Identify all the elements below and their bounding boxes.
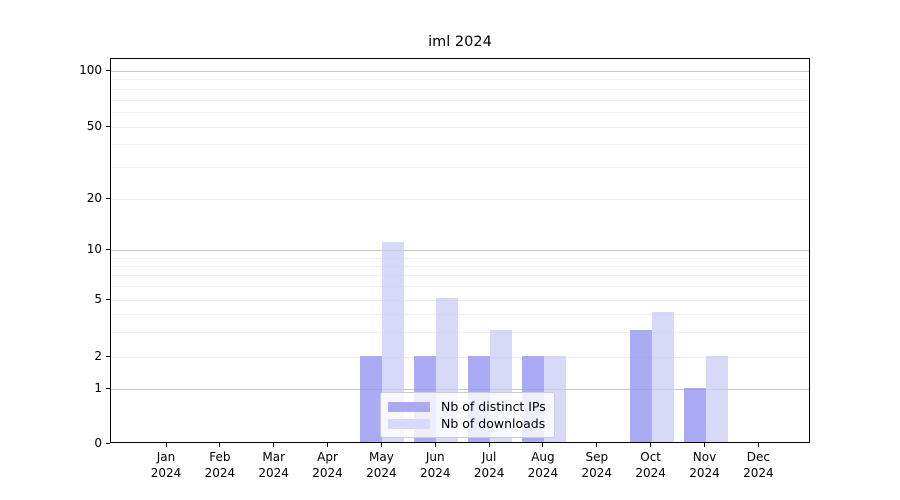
x-tick-label-jan: Jan 2024: [134, 450, 198, 481]
x-tick-mark-jun: [434, 443, 436, 447]
x-tick-label-nov: Nov 2024: [673, 450, 737, 481]
gridline-y-50: [111, 126, 809, 128]
chart-title: iml 2024: [428, 34, 492, 50]
x-tick-label-month: Sep: [585, 450, 609, 464]
x-tick-label-may: May 2024: [349, 450, 413, 481]
x-tick-label-year: 2024: [581, 465, 613, 480]
x-tick-label-year: 2024: [366, 465, 397, 480]
y-tick-label-5: 5: [94, 291, 102, 306]
gridline-y-80: [111, 88, 809, 90]
x-tick-mark-may: [380, 443, 382, 447]
x-tick-label-year: 2024: [689, 465, 720, 480]
gridline-y-90: [111, 79, 809, 81]
x-tick-label-year: 2024: [473, 465, 505, 480]
legend-label-nb-of-downloads: Nb of downloads: [441, 415, 546, 431]
x-tick-mark-mar: [273, 443, 275, 447]
legend: Nb of distinct IPs Nb of downloads: [380, 392, 555, 438]
gridline-y-4: [111, 313, 809, 315]
x-tick-label-month: Oct: [640, 450, 662, 464]
legend-swatch-nb-of-distinct-ips: [388, 401, 430, 412]
gridline-y-8: [111, 265, 809, 267]
gridline-y-70: [111, 99, 809, 101]
y-tick-mark-100: [106, 70, 110, 71]
gridline-y-20: [111, 199, 809, 200]
x-tick-label-month: Jan: [156, 450, 176, 464]
y-tick-mark-2: [106, 356, 110, 357]
gridline-y-6: [111, 286, 809, 288]
x-tick-mark-feb: [219, 443, 221, 447]
x-tick-label-month: Apr: [317, 450, 338, 464]
y-tick-label-0: 0: [94, 435, 102, 450]
legend-item-downloads: Nb of downloads: [388, 415, 546, 432]
bar-nb-of-distinct-ips-may: [360, 355, 383, 442]
gridline-y-60: [111, 111, 809, 113]
y-tick-mark-0: [106, 442, 110, 444]
x-tick-mark-aug: [542, 443, 544, 447]
x-tick-label-sep: Sep 2024: [565, 450, 629, 481]
y-tick-label-50: 50: [86, 118, 102, 133]
x-tick-label-aug: Aug 2024: [511, 450, 575, 481]
gridline-y-9: [111, 257, 809, 259]
y-tick-label-100: 100: [79, 63, 102, 77]
bar-nb-of-distinct-ips-oct: [629, 330, 652, 442]
y-tick-mark-50: [106, 125, 110, 127]
x-tick-label-jun: Jun 2024: [403, 450, 467, 481]
gridline-y-10: [111, 250, 809, 251]
plot-area: [110, 58, 810, 443]
x-tick-mark-nov: [704, 443, 705, 447]
x-tick-label-year: 2024: [204, 465, 236, 480]
y-tick-mark-5: [106, 298, 110, 300]
y-tick-mark-20: [106, 198, 110, 199]
x-tick-mark-dec: [757, 443, 759, 447]
gridline-y-7: [111, 275, 809, 277]
x-tick-label-mar: Mar 2024: [242, 450, 306, 481]
legend-item-distinct-ips: Nb of distinct IPs: [388, 398, 546, 415]
x-tick-label-month: Feb: [209, 450, 231, 464]
x-tick-label-year: 2024: [258, 465, 289, 480]
gridline-y-30: [111, 166, 809, 168]
x-tick-label-year: 2024: [419, 465, 451, 480]
x-tick-mark-sep: [596, 443, 598, 447]
x-tick-label-year: 2024: [312, 465, 343, 480]
x-tick-label-month: Jul: [481, 450, 497, 464]
x-tick-label-dec: Dec 2024: [726, 450, 790, 481]
gridline-y-40: [111, 144, 809, 146]
x-tick-label-year: 2024: [527, 465, 559, 480]
x-tick-label-month: Mar: [262, 450, 285, 464]
gridline-y-5: [111, 299, 809, 301]
y-tick-label-1: 1: [94, 381, 102, 395]
x-tick-label-month: Dec: [746, 450, 770, 464]
bar-nb-of-downloads-oct: [651, 312, 674, 442]
bar-nb-of-downloads-nov: [705, 355, 728, 442]
x-tick-label-year: 2024: [743, 465, 774, 480]
gridline-y-3: [111, 331, 809, 333]
gridline-y-1: [111, 389, 809, 390]
x-tick-mark-apr: [327, 443, 329, 447]
x-tick-label-year: 2024: [150, 465, 182, 480]
x-tick-mark-jul: [488, 443, 490, 447]
x-tick-mark-oct: [650, 443, 652, 447]
y-tick-label-2: 2: [94, 349, 102, 363]
x-tick-label-feb: Feb 2024: [188, 450, 252, 481]
y-tick-label-20: 20: [86, 191, 102, 205]
x-tick-label-month: Nov: [692, 450, 717, 464]
x-tick-label-month: Jun: [425, 450, 445, 464]
x-tick-mark-jan: [165, 443, 167, 447]
x-tick-label-apr: Apr 2024: [296, 450, 360, 481]
x-tick-label-oct: Oct 2024: [619, 450, 683, 481]
x-tick-label-year: 2024: [635, 465, 666, 480]
bar-nb-of-downloads-may: [382, 241, 405, 442]
y-tick-label-10: 10: [86, 242, 102, 256]
x-tick-label-jul: Jul 2024: [457, 450, 521, 481]
gridline-y-100: [111, 71, 809, 72]
legend-swatch-nb-of-downloads: [388, 418, 430, 429]
bar-nb-of-distinct-ips-nov: [683, 387, 706, 442]
x-tick-label-month: Aug: [531, 450, 555, 464]
legend-label-nb-of-distinct-ips: Nb of distinct IPs: [441, 398, 546, 414]
y-tick-mark-10: [106, 249, 110, 250]
gridline-y-2: [111, 357, 809, 358]
y-tick-mark-1: [106, 388, 110, 389]
x-tick-label-month: May: [368, 450, 394, 464]
